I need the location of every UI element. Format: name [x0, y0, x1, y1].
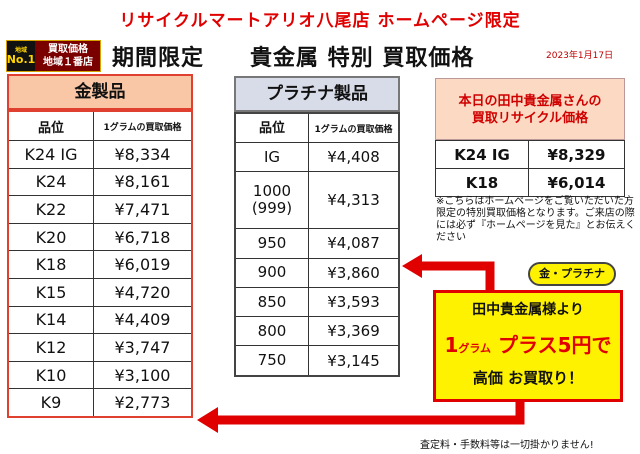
- price-cell: ¥4,087: [308, 228, 400, 259]
- grade-cell: K18: [7, 250, 94, 279]
- date: 2023年1月17日: [546, 51, 614, 61]
- price-cell: ¥8,334: [93, 140, 193, 169]
- price-cell: ¥4,409: [93, 305, 193, 335]
- grade-cell: 800: [234, 316, 309, 347]
- no1-icon: 地域 No.1: [7, 41, 35, 71]
- bonus-promo-box: 田中貴金属様より 1グラム プラス5円で 高価 お買取り！: [433, 290, 623, 402]
- price-cell: ¥3,145: [308, 345, 400, 377]
- today-line-1: 本日の田中貴金属さんの: [458, 94, 602, 109]
- price-cell: ¥6,014: [528, 168, 625, 197]
- footer-note: 査定料・手数料等は一切掛かりません!: [420, 440, 594, 451]
- grade-cell: K24: [7, 167, 94, 197]
- grade-cell: IG: [234, 141, 309, 173]
- grade-cell: K18: [435, 168, 529, 197]
- grade-cell: 850: [234, 286, 309, 318]
- platinum-title: プラチナ製品: [234, 76, 400, 112]
- price-cell: ¥3,860: [308, 257, 400, 288]
- gold-price-table: 品位 1グラムの買取価格 K24 IG ¥8,334 K24 ¥8,161 K22 ¥…: [7, 110, 193, 418]
- gold-title: 金製品: [7, 74, 193, 110]
- notice-text: ※こちらはホームページをご覧いただいた方限定の特別買取価格となります。ご来店の際…: [436, 196, 636, 243]
- promo-one: 1: [444, 333, 459, 357]
- table-row: K9 ¥2,773: [7, 388, 193, 418]
- no1-badge: 地域 No.1 買取価格 地域１番店: [6, 40, 101, 72]
- grade-cell: 1000 (999): [234, 171, 309, 230]
- promo-line-2: 1グラム プラス5円で: [436, 329, 620, 358]
- grade-cell: K9: [7, 388, 94, 418]
- price-cell: ¥4,720: [93, 277, 193, 307]
- grade-cell: K20: [7, 222, 94, 252]
- promo-gram-unit: グラム: [458, 342, 492, 355]
- badge-line-1: 買取価格: [48, 44, 88, 55]
- table-row: K15 ¥4,720: [7, 277, 193, 307]
- arrow-head-gold: [197, 407, 218, 433]
- badge-line-2: 地域１番店: [43, 57, 93, 68]
- promo-heading: 期間限定 貴金属 特別 買取価格: [112, 46, 475, 71]
- col-grade: 品位: [234, 112, 309, 143]
- grade-cell: K12: [7, 333, 94, 362]
- grade-cell: K10: [7, 360, 94, 390]
- arrow-to-gold: [216, 402, 525, 425]
- table-row: K22 ¥7,471: [7, 195, 193, 224]
- badge-text: 買取価格 地域１番店: [37, 43, 99, 69]
- today-price-table: K24 IG ¥8,329 K18 ¥6,014: [435, 140, 625, 197]
- table-row: 950 ¥4,087: [234, 228, 400, 259]
- price-cell: ¥6,019: [93, 250, 193, 279]
- arrow-head-platinum: [402, 254, 422, 278]
- table-header-row: 品位 1グラムの買取価格: [234, 112, 400, 143]
- table-row: K18 ¥6,014: [435, 168, 625, 197]
- table-row: K10 ¥3,100: [7, 360, 193, 390]
- grade-cell: 900: [234, 257, 309, 288]
- grade-cell: K22: [7, 195, 94, 224]
- grade-cell: K15: [7, 277, 94, 307]
- table-row: 800 ¥3,369: [234, 316, 400, 347]
- col-price: 1グラムの買取価格: [93, 110, 193, 141]
- no1-text: No.1: [6, 52, 36, 66]
- promo-plus: プラス5円で: [491, 333, 612, 357]
- col-price: 1グラムの買取価格: [308, 112, 400, 143]
- table-row: K24 IG ¥8,334: [7, 140, 193, 169]
- price-cell: ¥7,471: [93, 195, 193, 224]
- platinum-price-table: 品位 1グラムの買取価格 IG ¥4,408 1000 (999) ¥4,313 9…: [234, 112, 400, 377]
- price-cell: ¥3,593: [308, 286, 400, 318]
- price-cell: ¥4,408: [308, 141, 400, 173]
- promo-line-3: 高価 お買取り！: [472, 369, 584, 387]
- store-title: リサイクルマートアリオ八尾店 ホームページ限定: [119, 11, 521, 31]
- no1-region: 地域: [14, 46, 27, 54]
- grade-cell: K24 IG: [435, 140, 529, 169]
- price-cell: ¥2,773: [93, 388, 193, 418]
- today-price-heading: 本日の田中貴金属さんの 買取リサイクル価格: [435, 78, 625, 140]
- table-row: 900 ¥3,860: [234, 257, 400, 288]
- table-row: K18 ¥6,019: [7, 250, 193, 279]
- table-row: 1000 (999) ¥4,313: [234, 171, 400, 230]
- grade-cell: 750: [234, 345, 309, 377]
- table-row: IG ¥4,408: [234, 141, 400, 173]
- promo-line-1: 田中貴金属様より: [472, 302, 584, 318]
- today-line-2: 買取リサイクル価格: [471, 111, 589, 126]
- price-cell: ¥3,369: [308, 316, 400, 347]
- table-row: 750 ¥3,145: [234, 345, 400, 377]
- arrow-to-platinum: [420, 261, 495, 290]
- table-row: 850 ¥3,593: [234, 286, 400, 318]
- gold-platinum-tag: 金・プラチナ: [528, 262, 616, 286]
